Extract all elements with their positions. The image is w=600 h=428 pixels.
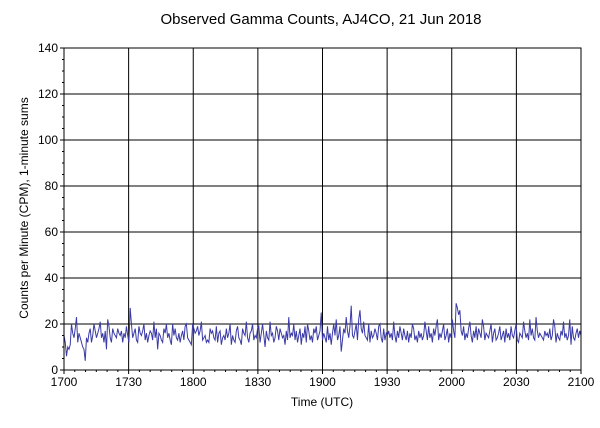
y-tick-label: 0 [51,363,58,377]
y-tick-label: 80 [45,179,59,193]
y-tick-label: 120 [38,87,58,101]
chart-title: Observed Gamma Counts, AJ4CO, 21 Jun 201… [161,11,482,28]
x-tick-label: 2030 [503,375,530,389]
y-tick-label: 140 [38,41,58,55]
cpm-series-line [63,303,582,361]
x-tick-label: 1730 [115,375,142,389]
x-tick-label: 1700 [51,375,78,389]
x-tick-label: 1930 [374,375,401,389]
x-tick-label: 2000 [438,375,465,389]
ticks-layer: 1700 1730 1800 1830 1900 1930 2000 2030 2100 0 20 4… [38,41,595,389]
grid-layer [64,48,581,370]
series-layer [63,303,582,361]
plot-frame [63,47,582,371]
x-tick-label: 2100 [568,375,595,389]
x-tick-label: 1830 [245,375,272,389]
x-tick-label: 1900 [309,375,336,389]
x-tick-label: 1800 [180,375,207,389]
y-tick-label: 60 [45,225,59,239]
y-tick-label: 100 [38,133,58,147]
y-axis-label: Counts per Minute (CPM), 1-minute sums [17,97,31,318]
x-axis-label: Time (UTC) [291,395,353,409]
y-tick-label: 20 [45,317,59,331]
y-tick-label: 40 [45,271,59,285]
